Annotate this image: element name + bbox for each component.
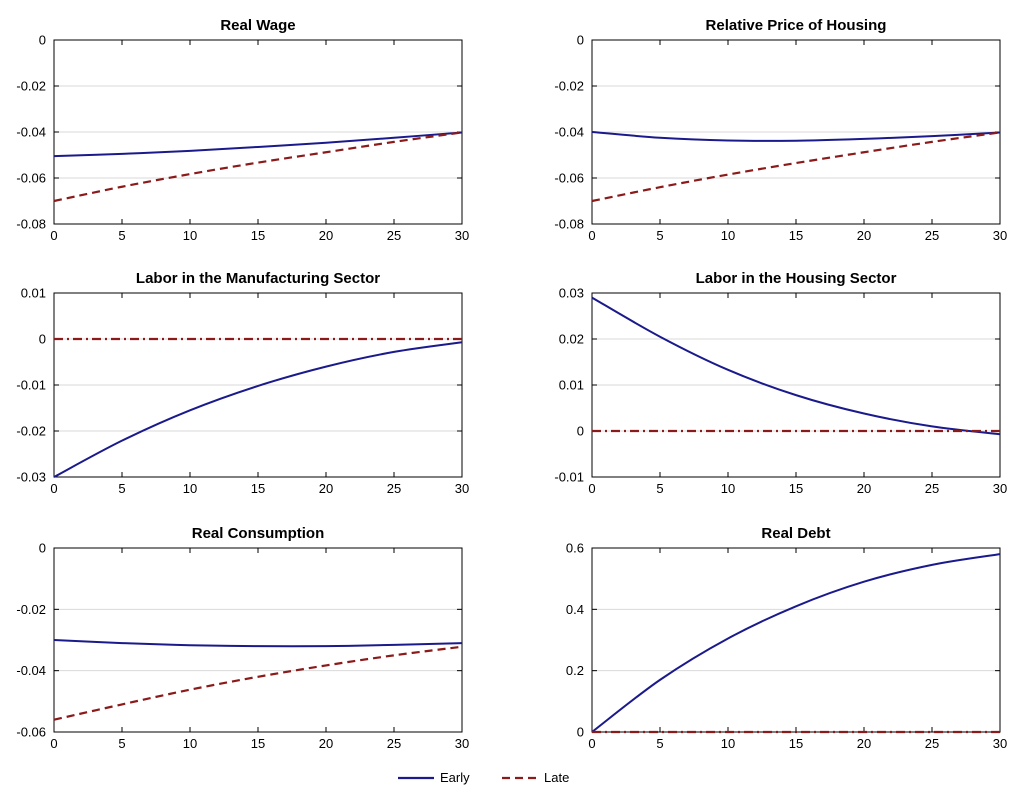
y-tick-label: -0.02 <box>16 79 46 94</box>
x-tick-label: 10 <box>183 736 197 751</box>
series-line-late <box>53 131 463 203</box>
y-tick-label: -0.04 <box>16 663 46 678</box>
x-tick-label: 30 <box>993 228 1007 243</box>
series-line-early <box>591 296 1001 436</box>
x-tick-label: 10 <box>721 481 735 496</box>
y-tick-label: 0.02 <box>559 332 584 347</box>
y-tick-label: -0.02 <box>16 602 46 617</box>
y-tick-label: -0.01 <box>554 470 584 485</box>
series-line-early <box>591 131 1001 142</box>
x-tick-label: 0 <box>588 228 595 243</box>
x-tick-label: 20 <box>857 736 871 751</box>
x-tick-label: 0 <box>50 228 57 243</box>
x-tick-label: 30 <box>993 481 1007 496</box>
x-tick-label: 10 <box>183 228 197 243</box>
x-tick-label: 0 <box>50 481 57 496</box>
y-tick-label: 0 <box>577 725 584 740</box>
x-tick-label: 25 <box>925 228 939 243</box>
y-tick-label: -0.08 <box>554 217 584 232</box>
x-tick-label: 25 <box>387 228 401 243</box>
x-tick-label: 15 <box>251 736 265 751</box>
x-tick-label: 25 <box>387 736 401 751</box>
y-tick-label: -0.04 <box>554 125 584 140</box>
x-tick-label: 20 <box>857 228 871 243</box>
y-tick-label: -0.04 <box>16 125 46 140</box>
y-tick-label: -0.02 <box>16 424 46 439</box>
panel-title: Real Debt <box>761 525 830 542</box>
x-tick-label: 15 <box>251 481 265 496</box>
x-tick-label: 0 <box>50 736 57 751</box>
panel-title: Labor in the Manufacturing Sector <box>136 270 380 287</box>
y-tick-label: 0 <box>577 33 584 48</box>
y-tick-label: 0 <box>577 424 584 439</box>
x-tick-label: 25 <box>925 736 939 751</box>
chart-panel-5: 0 5 10 15 20 25 30 0 -0.02 -0.04 -0.06 Real Consump… <box>16 525 469 751</box>
x-tick-label: 20 <box>319 736 333 751</box>
x-tick-label: 5 <box>656 228 663 243</box>
chart-panel-6: 0 5 10 15 20 25 30 0.6 0.4 0.2 0 Real Debt <box>566 525 1007 751</box>
y-tick-label: -0.03 <box>16 470 46 485</box>
x-tick-label: 15 <box>789 736 803 751</box>
chart-panel-1: 0 5 10 15 20 25 30 0 -0.02 -0.04 -0.06 -0.08 Real Wa… <box>16 17 469 243</box>
panel-title: Relative Price of Housing <box>706 17 887 34</box>
x-tick-label: 0 <box>588 736 595 751</box>
x-tick-label: 0 <box>588 481 595 496</box>
y-tick-label: 0.01 <box>21 286 46 301</box>
x-tick-label: 5 <box>656 481 663 496</box>
chart-panel-3: 0 5 10 15 20 25 30 0.01 0 -0.01 -0.02 -0.03 Labor in… <box>16 270 469 496</box>
x-tick-label: 5 <box>118 228 125 243</box>
y-tick-label: 0 <box>39 33 46 48</box>
legend-label-late: Late <box>544 770 569 785</box>
x-tick-label: 5 <box>656 736 663 751</box>
y-tick-label: -0.06 <box>554 171 584 186</box>
x-tick-label: 10 <box>721 228 735 243</box>
x-tick-label: 25 <box>925 481 939 496</box>
y-tick-label: -0.08 <box>16 217 46 232</box>
series-line-early <box>53 131 463 158</box>
x-tick-label: 15 <box>789 228 803 243</box>
y-tick-label: 0.03 <box>559 286 584 301</box>
y-tick-label: 0 <box>39 541 46 556</box>
y-tick-label: 0.2 <box>566 663 584 678</box>
panel-title: Real Wage <box>220 17 295 34</box>
x-tick-label: 30 <box>993 736 1007 751</box>
series-line-late <box>591 131 1001 203</box>
series-line-late <box>53 645 463 721</box>
x-tick-label: 30 <box>455 736 469 751</box>
x-tick-label: 20 <box>857 481 871 496</box>
series-line-early <box>53 639 463 648</box>
y-tick-label: 0.01 <box>559 378 584 393</box>
x-tick-label: 30 <box>455 228 469 243</box>
y-tick-label: -0.02 <box>554 79 584 94</box>
x-tick-label: 30 <box>455 481 469 496</box>
y-tick-label: -0.01 <box>16 378 46 393</box>
series-line-early <box>53 341 463 478</box>
panel-title: Real Consumption <box>192 525 325 542</box>
x-tick-label: 5 <box>118 481 125 496</box>
x-tick-label: 20 <box>319 228 333 243</box>
legend: Early Late <box>398 770 569 785</box>
x-tick-label: 5 <box>118 736 125 751</box>
x-tick-label: 15 <box>251 228 265 243</box>
x-tick-label: 10 <box>183 481 197 496</box>
panel-title: Labor in the Housing Sector <box>696 270 897 287</box>
x-tick-label: 25 <box>387 481 401 496</box>
series-line-early <box>591 553 1001 733</box>
axes-frame <box>53 547 463 733</box>
legend-label-early: Early <box>440 770 470 785</box>
y-tick-label: 0.4 <box>566 602 584 617</box>
x-tick-label: 15 <box>789 481 803 496</box>
y-tick-label: 0 <box>39 332 46 347</box>
y-tick-label: -0.06 <box>16 725 46 740</box>
x-tick-label: 20 <box>319 481 333 496</box>
y-tick-label: 0.6 <box>566 541 584 556</box>
chart-panel-4: 0 5 10 15 20 25 30 0.03 0.02 0.01 0 -0.01 Labor in t… <box>554 270 1007 496</box>
axes-frame <box>591 547 1001 733</box>
chart-panel-2: 0 5 10 15 20 25 30 0 -0.02 -0.04 -0.06 -0.08 Relativ… <box>554 17 1007 243</box>
y-tick-label: -0.06 <box>16 171 46 186</box>
x-tick-label: 10 <box>721 736 735 751</box>
